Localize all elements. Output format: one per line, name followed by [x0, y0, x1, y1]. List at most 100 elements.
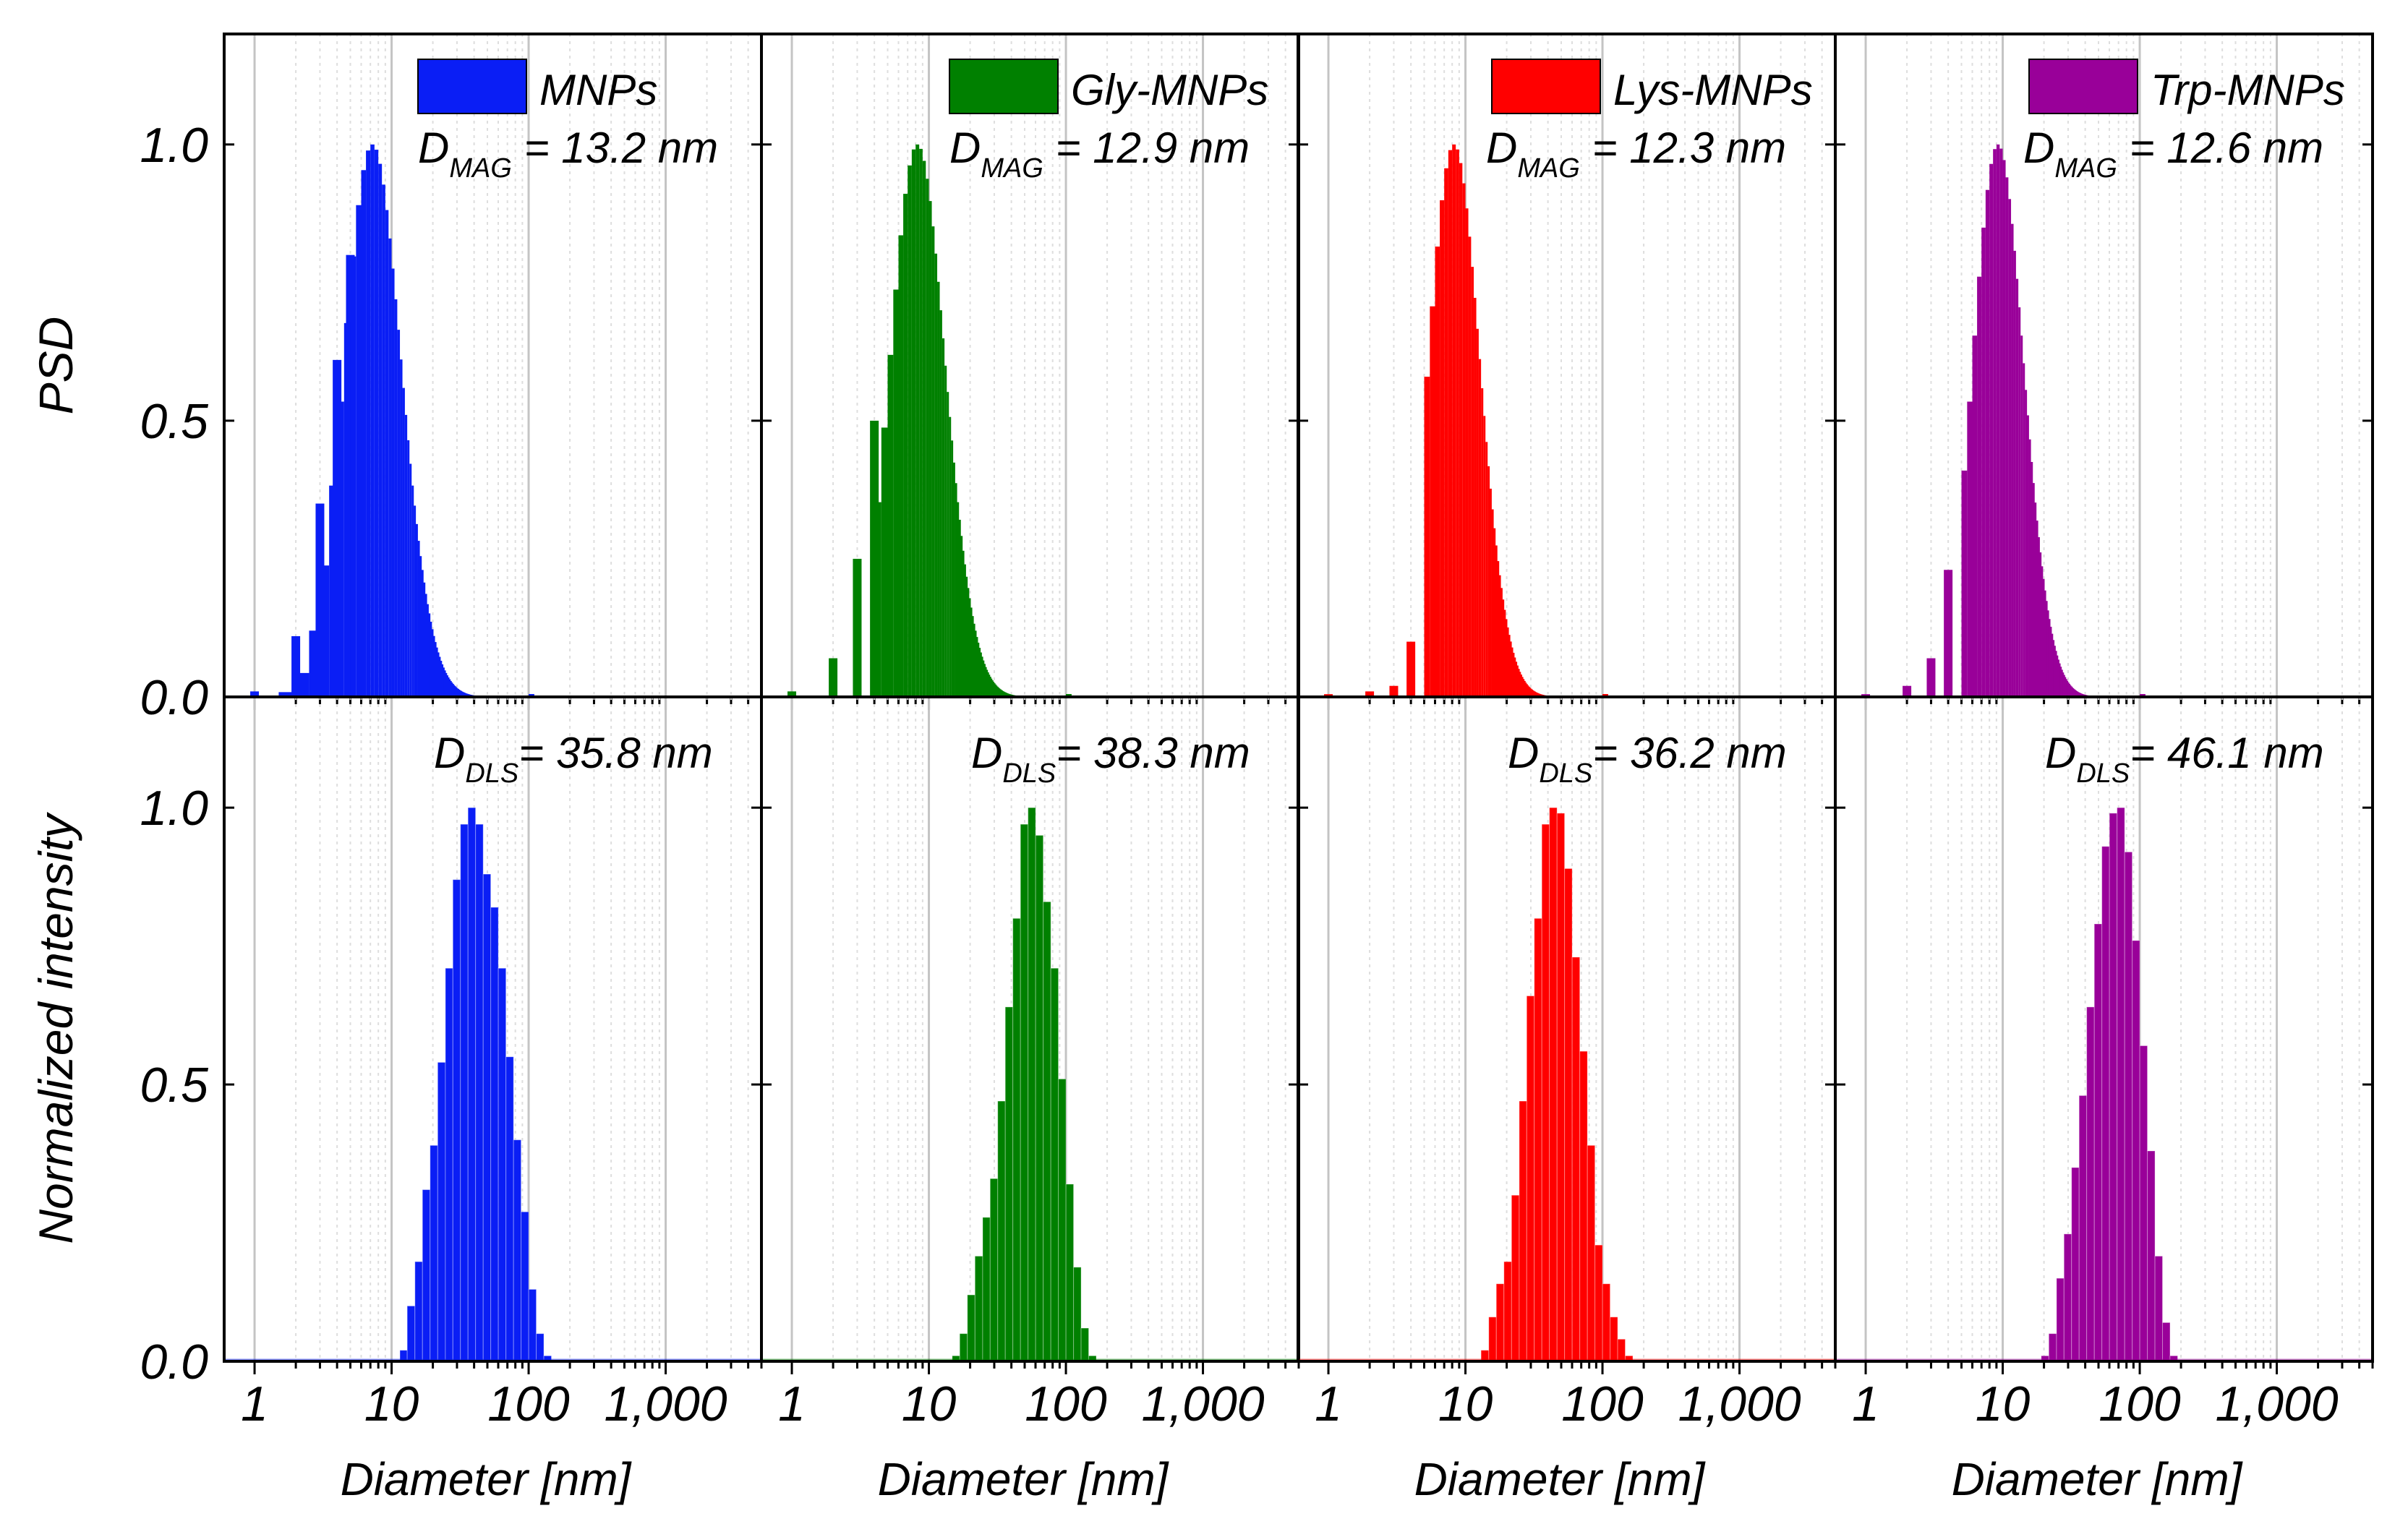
dls-bar — [430, 1144, 438, 1362]
psd-bar — [2018, 307, 2021, 697]
dls-bar — [974, 1255, 983, 1362]
dls-bar — [1511, 1194, 1520, 1362]
dls-bar — [1564, 868, 1573, 1362]
psd-bar — [931, 226, 935, 697]
dls-bar — [1495, 1283, 1505, 1362]
panel-Trp-MNPs-dls — [1834, 695, 2374, 1374]
psd-bar — [928, 201, 932, 698]
psd-bar — [1489, 488, 1492, 697]
psd-bar — [1478, 359, 1482, 697]
psd-bar — [919, 148, 923, 698]
psd-bar — [2028, 439, 2031, 697]
dls-bar — [1579, 1050, 1588, 1362]
psd-bar — [955, 483, 957, 697]
annotation-ddls-MNPs: DDLS= 35.8 nm — [434, 729, 713, 789]
dls-bar — [1556, 813, 1566, 1362]
psd-bar — [451, 682, 453, 697]
psd-bar — [2023, 363, 2025, 697]
psd-bar — [922, 160, 926, 698]
psd-bar — [1495, 545, 1498, 697]
x-axis-Trp-MNPs: 1 10 100 1,000 Diameter [nm] — [1852, 1377, 2339, 1505]
psd-bar — [2031, 462, 2033, 697]
ddls-text: DDLS= 46.1 nm — [2045, 729, 2324, 789]
legend-swatch — [949, 59, 1059, 114]
x-axis-Lys-MNPs: 1 10 100 1,000 Diameter [nm] — [1315, 1377, 1801, 1505]
psd-bar — [402, 388, 405, 697]
psd-bar — [970, 607, 973, 697]
psd-bar — [973, 623, 975, 697]
psd-bar — [853, 558, 862, 697]
dls-bar — [475, 823, 484, 1362]
psd-bar — [378, 163, 383, 697]
psd-bar — [428, 613, 431, 697]
psd-bar — [952, 462, 955, 697]
psd-bar — [2058, 663, 2061, 697]
dls-bar — [1571, 956, 1581, 1362]
psd-bar — [2005, 177, 2009, 698]
psd-bar — [1497, 561, 1500, 697]
psd-bar — [1459, 163, 1463, 698]
psd-bar — [962, 550, 965, 697]
psd-bar — [1444, 168, 1448, 697]
annotation-dmag-Gly-MNPs: DMAG = 12.9 nm — [949, 124, 1250, 184]
dls-bar — [1519, 1100, 1527, 1362]
psd-bar — [1500, 588, 1503, 697]
psd-bar — [1522, 679, 1525, 697]
dls-bar — [967, 1294, 975, 1362]
x-tick-label: 1,000 — [1141, 1377, 1264, 1431]
psd-bar — [874, 502, 881, 697]
legend-Gly-MNPs: Gly-MNPs — [949, 59, 1268, 114]
x-tick-label: 100 — [1561, 1377, 1644, 1431]
dls-bar — [536, 1333, 545, 1362]
psd-bar — [1503, 609, 1506, 697]
psd-bar — [2046, 610, 2049, 697]
panel-Gly-MNPs-psd — [760, 33, 1300, 710]
dls-bar — [2063, 1233, 2072, 1362]
panel-Gly-MNPs-dls — [760, 695, 1300, 1374]
dls-bar — [997, 1100, 1006, 1362]
x-axis-label: Diameter [nm] — [1414, 1453, 1706, 1505]
dls-bar — [2048, 1333, 2057, 1362]
psd-bar — [1517, 669, 1520, 697]
psd-bar — [1996, 144, 2000, 698]
dls-bar — [2132, 940, 2140, 1362]
psd-bar — [448, 679, 451, 697]
psd-bar — [1462, 183, 1466, 697]
annotation-dmag-MNPs: DMAG = 13.2 nm — [418, 124, 718, 184]
psd-bar — [1502, 599, 1505, 697]
dls-bar — [1012, 917, 1021, 1362]
psd-bar — [934, 253, 938, 697]
psd-bar — [988, 675, 991, 697]
dls-bar — [2124, 851, 2133, 1362]
dls-bar — [2101, 846, 2110, 1362]
psd-bar — [2015, 278, 2019, 697]
dls-bar — [1594, 1244, 1603, 1362]
dmag-text: DMAG = 12.9 nm — [949, 124, 1250, 184]
x-axis-MNPs: 1 10 100 1,000 Diameter [nm] — [241, 1377, 727, 1505]
dls-bar — [406, 1305, 416, 1362]
psd-bar — [1903, 685, 1912, 697]
psd-bar — [2025, 390, 2028, 697]
psd-bar — [1424, 377, 1430, 697]
y-tick-label: 1.0 — [140, 781, 208, 836]
psd-bar — [419, 556, 422, 697]
psd-bar — [343, 322, 351, 697]
annotation-dmag-Trp-MNPs: DMAG = 12.6 nm — [2023, 124, 2323, 184]
psd-bar — [374, 150, 379, 697]
psd-bar — [957, 502, 960, 697]
psd-bar — [382, 184, 385, 697]
dmag-text: DMAG = 12.3 nm — [1486, 124, 1786, 184]
x-tick-label: 1 — [1852, 1377, 1879, 1431]
psd-bar — [1972, 335, 1978, 697]
y-tick-label: 0.5 — [140, 1058, 208, 1113]
psd-bar — [370, 144, 375, 698]
psd-bar — [965, 576, 968, 697]
psd-bar — [2059, 667, 2062, 697]
x-tick-label: 100 — [2099, 1377, 2181, 1431]
y-axis-label-row-2: Normalized intensity — [29, 811, 82, 1243]
x-tick-label: 10 — [902, 1377, 957, 1431]
psd-bar — [1481, 388, 1484, 697]
psd-bar — [2011, 223, 2014, 697]
psd-bar — [2013, 250, 2016, 697]
psd-bar — [986, 669, 989, 697]
